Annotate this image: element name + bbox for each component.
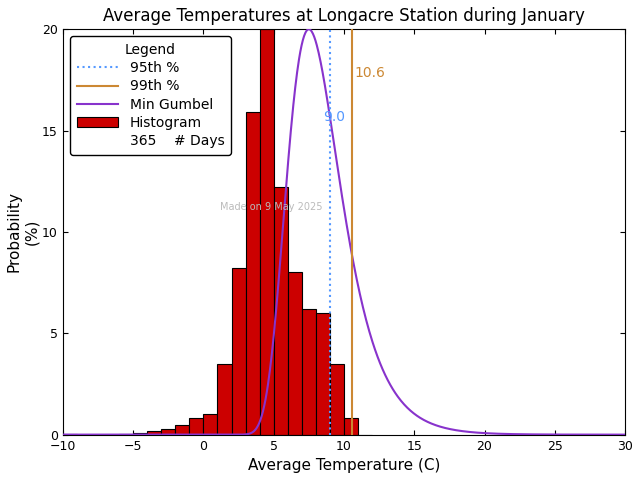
- Bar: [316, 313, 330, 434]
- Text: 9.0: 9.0: [323, 110, 345, 124]
- Bar: [344, 419, 358, 434]
- Bar: [232, 268, 246, 434]
- Bar: [175, 424, 189, 434]
- Bar: [133, 432, 147, 434]
- X-axis label: Average Temperature (C): Average Temperature (C): [248, 458, 440, 473]
- Y-axis label: Probability
(%): Probability (%): [7, 192, 39, 273]
- Bar: [302, 309, 316, 434]
- Bar: [147, 431, 161, 434]
- Bar: [189, 419, 204, 434]
- Bar: [63, 433, 77, 434]
- Bar: [218, 364, 232, 434]
- Legend: 95th %, 99th %, Min Gumbel, Histogram, 365    # Days: 95th %, 99th %, Min Gumbel, Histogram, 3…: [70, 36, 231, 155]
- Bar: [119, 433, 133, 434]
- Bar: [330, 364, 344, 434]
- Bar: [288, 273, 302, 434]
- Title: Average Temperatures at Longacre Station during January: Average Temperatures at Longacre Station…: [103, 7, 585, 25]
- Bar: [246, 112, 260, 434]
- Text: 10.6: 10.6: [355, 66, 385, 80]
- Bar: [260, 29, 274, 434]
- Bar: [161, 429, 175, 434]
- Bar: [274, 187, 288, 434]
- Text: Made on 9 May 2025: Made on 9 May 2025: [220, 202, 323, 212]
- Bar: [204, 414, 218, 434]
